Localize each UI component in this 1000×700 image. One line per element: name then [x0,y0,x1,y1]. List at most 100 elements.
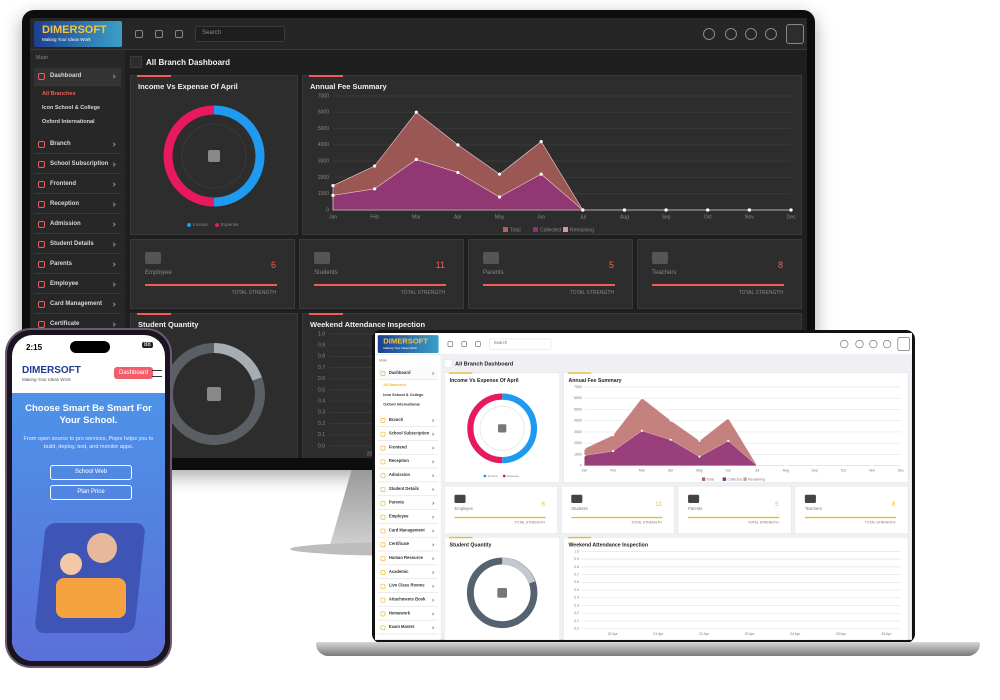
x-tick-label: Jan [582,468,588,472]
sidebar-subitem[interactable]: Icon School & College [42,105,101,111]
school-web-button[interactable]: School Web [50,465,132,480]
sidebar-item[interactable]: Employee [34,276,121,294]
sidebar-subitem[interactable]: Icon School & College [383,393,424,398]
y-tick-label: 0.9 [318,343,325,349]
x-tick-label: 24 Apr [790,632,801,636]
sidebar-item[interactable]: Student Details [377,484,438,497]
sidebar-item[interactable]: Human Resource [377,553,438,566]
sidebar-item[interactable]: Admission [34,216,121,234]
sidebar-item[interactable]: Reception [34,196,121,214]
stat-icon [454,494,466,504]
x-tick-label: Nov [869,468,875,472]
header-icon[interactable] [840,339,849,349]
toolbar-icon[interactable] [155,30,163,38]
stat-label: Teachers [652,270,677,276]
sidebar-item[interactable]: Frontend [377,442,438,455]
stat-value: 6 [270,260,276,270]
sidebar-icon [380,473,386,479]
point [414,157,418,162]
point [698,455,701,458]
stat-bar [688,516,780,519]
sidebar-chevron [431,529,435,533]
toolbar-icon[interactable] [175,30,183,38]
y-tick-label: 0.1 [318,432,325,438]
header-icon[interactable] [882,339,892,349]
sidebar-item[interactable]: Student Details [34,236,121,254]
sidebar-chevron [431,432,435,436]
plan-price-button[interactable]: Plan Price [50,485,132,500]
header-icon[interactable] [765,28,777,40]
header-icon[interactable] [725,28,737,40]
header-icon[interactable] [745,28,757,40]
sidebar-item[interactable]: Academic [377,567,438,580]
stat-value: 6 [541,500,546,508]
legend-swatch [503,227,508,232]
sidebar-item[interactable]: Parents [377,497,438,510]
sidebar-item[interactable]: School Subscription [377,428,438,441]
toolbar-icon[interactable] [135,30,143,38]
avatar[interactable] [897,337,910,351]
sidebar-item[interactable]: Reception [377,456,438,469]
sidebar-item[interactable]: Card Management [34,296,121,314]
y-tick-label: 6000 [574,396,582,400]
sidebar-item[interactable]: Branch [377,415,438,427]
sidebar-chevron [431,626,435,630]
sidebar-item[interactable]: Employee [377,511,438,524]
x-tick-label: Oct [704,214,712,220]
card-title: Student Quantity [138,320,199,329]
phone: 2:15 88 DIMERSOFT Making Your Ideas Work… [5,328,172,668]
stat-value: 5 [775,500,779,508]
sidebar-subitem[interactable]: All Branches [383,383,407,388]
sidebar-item[interactable]: Live Class Rooms [377,580,438,593]
illustration-toys [56,578,126,618]
y-tick-label: 0.0 [574,627,579,631]
sidebar-section: Main [36,55,48,61]
sidebar-item[interactable]: Card Management [377,525,438,538]
point [669,438,672,441]
card: Students 11 TOTAL STRENGTH [560,485,675,535]
toolbar-icon[interactable] [475,341,481,347]
header-icon[interactable] [703,28,715,40]
sidebar-item[interactable]: Homework [377,608,438,621]
sidebar-item[interactable]: Certificate [377,539,438,552]
sidebar-icon [38,201,45,208]
avatar[interactable] [786,24,804,44]
header-icon[interactable] [869,339,878,349]
phone-dashboard-button[interactable]: Dashboard [114,367,154,379]
sidebar-item[interactable]: School Subscription [34,156,121,174]
stat-value: 8 [777,260,783,270]
y-tick-label: 0 [326,207,329,213]
point [497,172,502,176]
menu-icon[interactable] [152,370,162,377]
phone-text: From open source to pro services, Piqes … [23,436,154,450]
x-tick-label: Mar [412,214,421,220]
toolbar-icon[interactable] [447,341,454,347]
y-tick-label: 0.8 [574,565,579,569]
sidebar-subitem[interactable]: Oxford International [383,402,420,407]
point [612,434,615,437]
sidebar-label: Student Details [388,487,420,492]
stat-bar [571,516,663,519]
sidebar-item[interactable]: Exam Master [377,622,438,635]
search-box[interactable]: Search [195,26,285,42]
sidebar-icon [380,459,386,465]
y-tick-label: 0.8 [318,354,325,360]
sidebar-item[interactable]: Dashboard [34,68,121,86]
sidebar-label: Homework [388,611,411,616]
sidebar-item[interactable]: Dashboard [377,367,438,380]
stat-icon [804,494,816,504]
y-tick-label: 5000 [318,126,329,132]
header-icon[interactable] [855,339,864,349]
sidebar-item[interactable]: Branch [34,136,121,154]
sidebar-item[interactable]: Attachments Book [377,594,438,607]
search-box[interactable]: Search [489,338,552,350]
toolbar-icon[interactable] [461,341,467,347]
card-accent [309,75,343,77]
sidebar-item[interactable]: Frontend [34,176,121,194]
sidebar-item[interactable]: Parents [34,256,121,274]
sidebar-subitem[interactable]: Oxford International [42,119,95,125]
sidebar-subitem[interactable]: All Branches [42,91,76,97]
sidebar-label: Certificate [388,542,410,547]
sidebar-item[interactable]: Admission [377,470,438,483]
